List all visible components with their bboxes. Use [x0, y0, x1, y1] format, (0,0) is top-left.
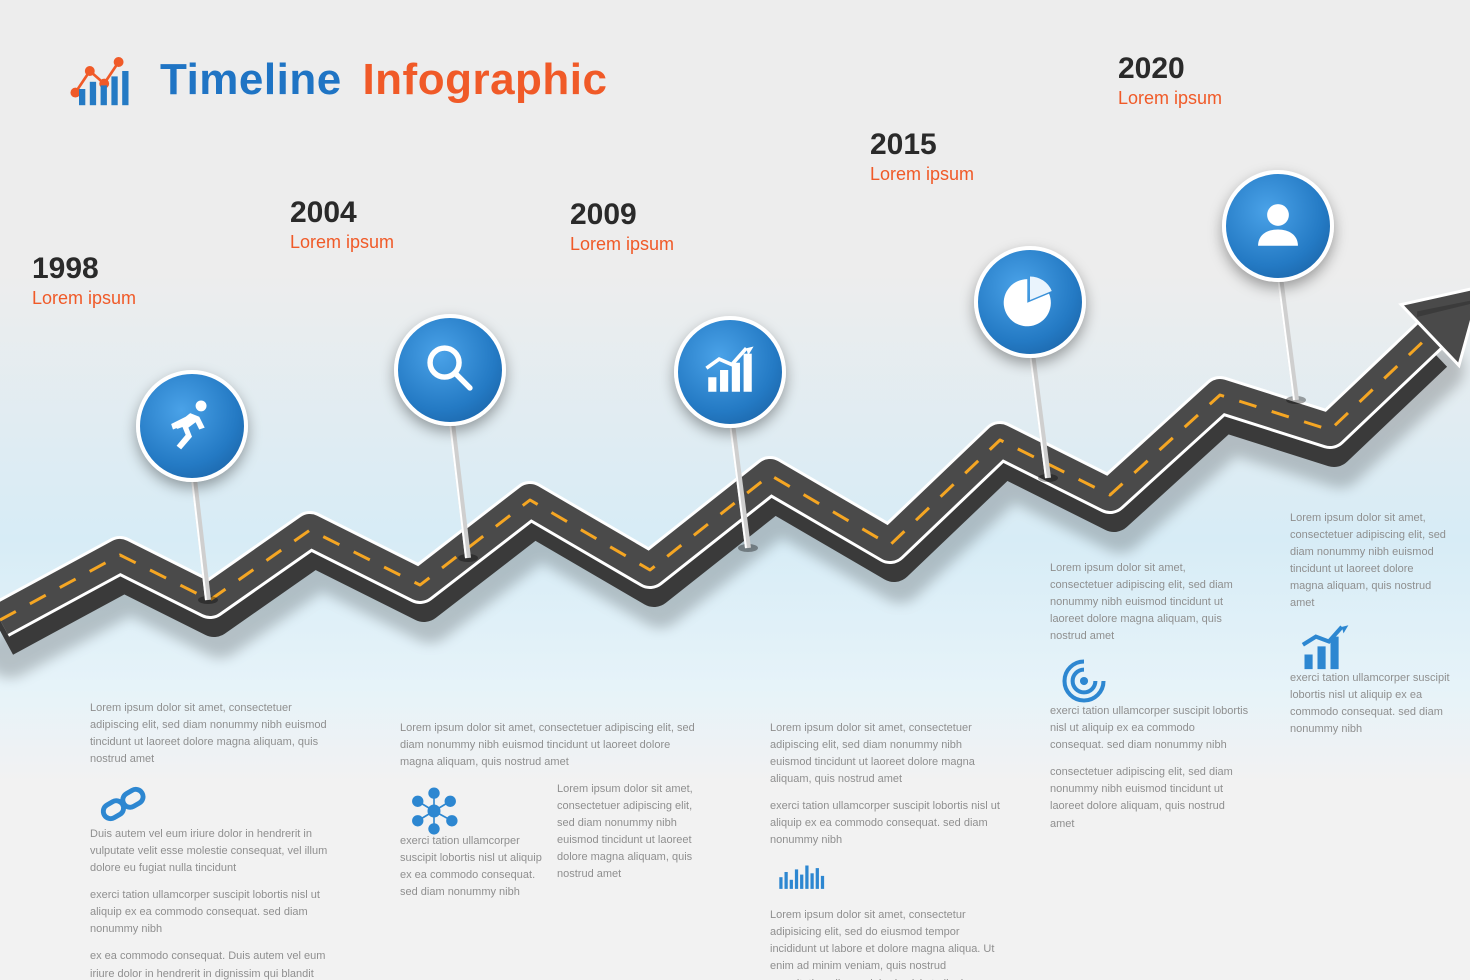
milestone-disc-running-person [136, 370, 248, 482]
milestone-sub: Lorem ipsum [870, 164, 1070, 185]
milestone-2020: 2020Lorem ipsum [1118, 52, 1318, 109]
bar-chart-mini-icon [778, 859, 830, 903]
bar-growth-mini-icon [1298, 622, 1350, 666]
desc-text: exerci tation ullamcorper suscipit lobor… [1290, 670, 1450, 738]
milestone-2009: 2009Lorem ipsum [570, 198, 770, 255]
milestone-sub: Lorem ipsum [290, 232, 490, 253]
desc-text: Lorem ipsum dolor sit amet, consectetuer… [770, 720, 1000, 788]
milestone-disc-magnifier [394, 314, 506, 426]
milestone-year: 2009 [570, 198, 770, 232]
desc-text: Lorem ipsum dolor sit amet, consectetuer… [1290, 510, 1450, 612]
desc-text: Lorem ipsum dolor sit amet, consectetuer… [557, 781, 700, 883]
description-block-5: Lorem ipsum dolor sit amet, consectetuer… [1290, 510, 1450, 748]
pie-chart-icon [1001, 271, 1059, 334]
running-person-icon [163, 395, 221, 458]
desc-text: Lorem ipsum dolor sit amet, consectetuer… [90, 700, 340, 768]
milestone-year: 2020 [1118, 52, 1318, 86]
desc-text: exerci tation ullamcorper suscipit lobor… [90, 887, 340, 938]
network-icon [408, 785, 460, 829]
desc-text: ex ea commodo consequat. Duis autem vel … [90, 948, 340, 980]
desc-text: Lorem ipsum dolor sit amet, consectetur … [770, 907, 1000, 980]
desc-text: Lorem ipsum dolor sit amet, consectetuer… [400, 720, 700, 771]
description-block-4: Lorem ipsum dolor sit amet, consectetuer… [1050, 560, 1250, 843]
description-block-1: Lorem ipsum dolor sit amet, consectetuer… [90, 700, 340, 980]
desc-text: Duis autem vel eum iriure dolor in hendr… [90, 826, 340, 877]
milestone-1998: 1998Lorem ipsum [32, 252, 232, 309]
desc-text: Lorem ipsum dolor sit amet, consectetuer… [1050, 560, 1250, 645]
milestone-sub: Lorem ipsum [570, 234, 770, 255]
milestone-disc-user [1222, 170, 1334, 282]
milestone-2004: 2004Lorem ipsum [290, 196, 490, 253]
description-block-3: Lorem ipsum dolor sit amet, consectetuer… [770, 720, 1000, 980]
user-icon [1249, 195, 1307, 258]
milestone-year: 2015 [870, 128, 1070, 162]
desc-text: consectetuer adipiscing elit, sed diam n… [1050, 764, 1250, 832]
milestone-sub: Lorem ipsum [32, 288, 232, 309]
milestone-sub: Lorem ipsum [1118, 88, 1318, 109]
desc-text: exerci tation ullamcorper suscipit lobor… [1050, 703, 1250, 754]
infographic-stage: Timeline Infographic 1998Lorem ipsum2004… [0, 0, 1470, 980]
description-block-2: Lorem ipsum dolor sit amet, consectetuer… [400, 720, 700, 911]
desc-text: exerci tation ullamcorper suscipit lobor… [770, 798, 1000, 849]
milestone-disc-bar-growth [674, 316, 786, 428]
milestone-2015: 2015Lorem ipsum [870, 128, 1070, 185]
target-icon [1058, 655, 1110, 699]
milestone-year: 2004 [290, 196, 490, 230]
milestone-year: 1998 [32, 252, 232, 286]
bar-growth-icon [701, 341, 759, 404]
desc-text: exerci tation ullamcorper suscipit lobor… [400, 833, 543, 901]
milestone-disc-pie-chart [974, 246, 1086, 358]
magnifier-icon [421, 339, 479, 402]
chain-link-icon [98, 778, 150, 822]
